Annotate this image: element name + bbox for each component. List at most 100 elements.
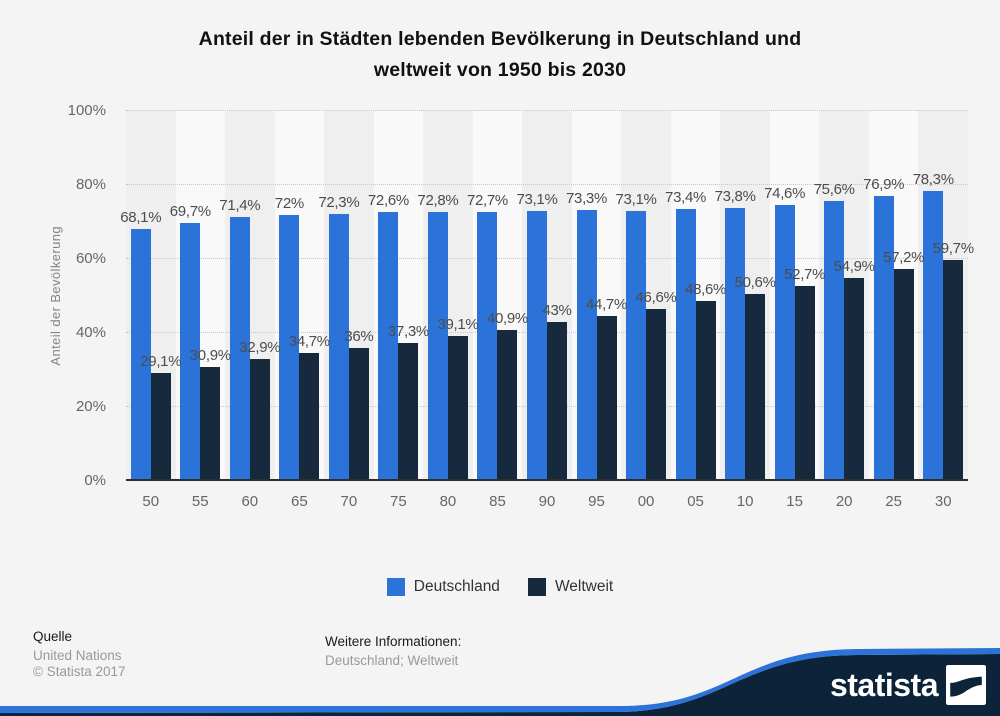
bar-weltweit — [547, 321, 567, 481]
x-tick-label: 15 — [786, 493, 803, 510]
x-tick-label: 60 — [241, 493, 259, 510]
value-label-deutschland: 72,8% — [417, 191, 459, 209]
bar-weltweit — [200, 366, 221, 481]
value-label-deutschland: 73,1% — [615, 190, 657, 208]
bar-deutschland — [378, 212, 399, 481]
gridline — [126, 184, 968, 185]
gridline — [126, 110, 968, 111]
value-label-weltweit: 59,7% — [932, 240, 974, 258]
source-name: United Nations — [33, 647, 122, 663]
value-label-weltweit: 36% — [344, 327, 374, 345]
legend-label-weltweit: Weltweit — [554, 578, 614, 595]
value-label-deutschland: 78,3% — [912, 171, 954, 189]
bar-deutschland — [477, 212, 498, 481]
copyright: © Statista 2017 — [33, 664, 126, 679]
value-label-weltweit: 50,6% — [734, 273, 776, 291]
x-tick-label: 85 — [489, 493, 506, 510]
y-axis-tick-labels: 0% 20% 40% 60% 80% 100% — [0, 102, 116, 489]
bar-deutschland — [328, 213, 349, 481]
bar-weltweit — [299, 352, 320, 481]
x-tick-label: 75 — [390, 493, 407, 510]
value-label-deutschland: 72,6% — [367, 192, 409, 210]
statista-logo: statista — [830, 665, 986, 705]
bar-deutschland — [774, 204, 795, 481]
value-label-weltweit: 34,7% — [288, 332, 330, 350]
chart-title: Anteil der in Städten lebenden Bevölkeru… — [0, 24, 1000, 86]
legend-label-deutschland: Deutschland — [413, 578, 500, 595]
bar-deutschland — [725, 207, 746, 481]
bar-deutschland — [130, 229, 151, 481]
y-tick-label: 100% — [67, 102, 106, 119]
bar-weltweit — [447, 336, 468, 481]
x-tick-label: 95 — [588, 493, 605, 510]
value-label-weltweit: 29,1% — [140, 353, 182, 371]
bar-deutschland — [180, 223, 201, 481]
bar-weltweit — [844, 277, 865, 481]
x-tick-label: 05 — [687, 493, 704, 510]
bar-weltweit — [398, 343, 419, 481]
chart-title-line-1: Anteil der in Städten lebenden Bevölkeru… — [198, 28, 802, 50]
value-label-weltweit: 44,7% — [585, 295, 628, 313]
x-tick-label: 25 — [885, 493, 903, 510]
legend-item-weltweit: Weltweit — [527, 578, 614, 596]
bar-deutschland — [626, 210, 647, 481]
source-heading: Quelle — [33, 629, 73, 644]
value-label-deutschland: 74,6% — [764, 184, 806, 202]
bar-weltweit — [646, 308, 667, 481]
statista-logo-text: statista — [829, 667, 939, 703]
bar-deutschland — [229, 216, 250, 481]
value-label-weltweit: 32,9% — [239, 339, 281, 357]
value-label-deutschland: 73,4% — [665, 189, 707, 207]
value-label-deutschland: 73,1% — [516, 190, 558, 208]
bar-weltweit — [893, 269, 914, 481]
value-label-weltweit: 48,6% — [685, 281, 727, 299]
value-label-weltweit: 46,6% — [635, 288, 677, 306]
value-label-deutschland: 68,1% — [120, 209, 162, 227]
bar-deutschland — [824, 201, 845, 481]
x-axis-line — [126, 479, 968, 481]
x-tick-label: 10 — [736, 493, 754, 510]
value-label-deutschland: 73,8% — [714, 187, 756, 205]
x-tick-label: 30 — [934, 493, 952, 510]
bar-weltweit — [794, 286, 815, 481]
bar-weltweit — [348, 347, 369, 481]
bar-deutschland — [427, 211, 448, 481]
x-tick-label: 50 — [142, 493, 160, 510]
legend-item-deutschland: Deutschland — [386, 578, 500, 596]
statista-logo-icon — [946, 665, 986, 705]
bar-weltweit — [695, 301, 716, 481]
value-label-weltweit: 52,7% — [784, 266, 826, 284]
value-label-deutschland: 72,7% — [466, 192, 508, 210]
bar-weltweit — [745, 293, 766, 481]
value-label-weltweit: 43% — [542, 301, 572, 319]
bar-weltweit — [596, 315, 617, 481]
bar-deutschland — [527, 210, 547, 481]
value-label-deutschland: 76,9% — [863, 176, 905, 194]
value-label-deutschland: 75,6% — [813, 181, 855, 199]
value-label-deutschland: 69,7% — [169, 203, 211, 221]
y-tick-label: 20% — [75, 398, 106, 415]
value-label-deutschland: 72% — [274, 194, 304, 212]
x-tick-label: 00 — [637, 493, 655, 510]
bar-weltweit — [150, 373, 171, 481]
x-tick-label: 90 — [538, 493, 556, 510]
bar-weltweit — [497, 329, 518, 481]
value-label-weltweit: 40,9% — [486, 309, 528, 327]
bar-deutschland — [576, 209, 597, 481]
x-tick-label: 70 — [340, 493, 358, 510]
value-label-weltweit: 39,1% — [437, 316, 479, 334]
chart-title-line-2: weltweit von 1950 bis 2030 — [373, 59, 627, 81]
gridline — [126, 258, 968, 259]
y-tick-label: 60% — [75, 250, 106, 267]
bar-deutschland — [675, 209, 696, 481]
value-label-weltweit: 57,2% — [883, 249, 925, 267]
legend-swatch-deutschland — [386, 578, 405, 596]
more-info-text: Deutschland; Weltweit — [325, 653, 459, 668]
value-label-weltweit: 54,9% — [833, 257, 875, 275]
value-label-weltweit: 37,3% — [387, 323, 429, 340]
y-tick-label: 0% — [84, 472, 106, 489]
x-tick-label: 20 — [835, 493, 853, 510]
x-tick-label: 55 — [191, 493, 209, 510]
x-tick-label: 80 — [439, 493, 457, 510]
